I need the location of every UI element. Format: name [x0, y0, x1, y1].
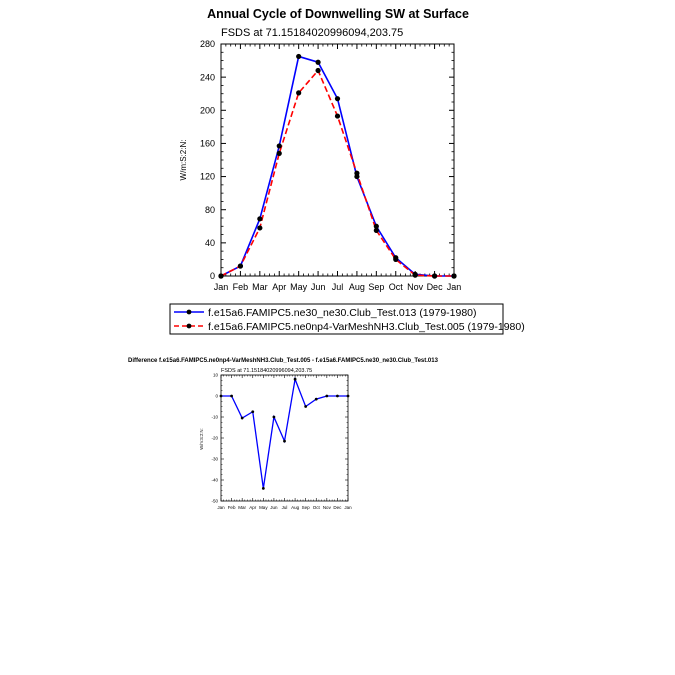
main-series-2-point [218, 273, 224, 279]
main-series-1-point [257, 216, 263, 222]
difference-series-1-point [336, 394, 339, 398]
difference-x-tick-label: Sep [302, 505, 311, 510]
main-series-2-point [431, 273, 438, 279]
main-series-2-point [412, 272, 418, 278]
main-x-tick-label: Apr [272, 282, 286, 292]
difference-x-tick-label: Dec [333, 505, 342, 510]
difference-series-1-point [219, 394, 223, 398]
difference-x-tick-label: Jun [270, 505, 278, 510]
main-series-2-point [296, 90, 302, 96]
main-series-2-point [373, 227, 379, 234]
difference-y-tick-label: -30 [211, 457, 218, 462]
main-chart-title: Annual Cycle of Downwelling SW at Surfac… [207, 7, 469, 21]
main-series-1-point [373, 223, 379, 229]
difference-series-1-point [272, 415, 276, 419]
difference-series-1-point [325, 394, 329, 398]
main-y-tick-label: 200 [200, 105, 215, 115]
legend-marker-series-2 [186, 323, 192, 329]
main-y-tick-label: 0 [210, 271, 215, 281]
difference-y-tick-label: 0 [215, 394, 218, 399]
difference-chart-subtitle: FSDS at 71.15184020996094,203.75 [221, 368, 312, 374]
main-axes: Jan Feb Mar Apr May Jun Jul Aug Sep Oct Nov Dec Jan0… [200, 39, 461, 292]
difference-y-tick-label: -50 [211, 499, 218, 504]
main-series-2-point [257, 225, 263, 231]
main-series-1-point [276, 143, 282, 149]
difference-x-tick-label: Nov [323, 505, 332, 510]
main-chart-subtitle: FSDS at 71.15184020996094,203.75 [221, 27, 403, 39]
difference-series-1-line [221, 376, 348, 489]
main-series-2-point [334, 113, 341, 119]
main-x-tick-label: Jan [447, 282, 462, 292]
main-x-tick-label: Jun [311, 282, 326, 292]
difference-series-1-point [346, 394, 350, 398]
main-y-axis-label: W/m:S:2:N: [179, 140, 188, 181]
annual-cycle-chart: Annual Cycle of Downwelling SW at Surfac… [179, 7, 469, 292]
main-plot-frame [220, 43, 455, 277]
main-y-tick-label: 160 [200, 139, 215, 149]
difference-y-tick-label: 10 [213, 373, 219, 378]
main-series-1-point [334, 96, 341, 102]
main-x-tick-label: May [290, 282, 308, 292]
difference-series-1-point [314, 397, 318, 401]
main-series-2-point [354, 170, 360, 176]
difference-series-1-point [283, 439, 286, 443]
main-x-tick-label: Jan [214, 282, 229, 292]
main-x-tick-label: Sep [368, 282, 384, 292]
main-x-tick-label: Jul [332, 282, 344, 292]
difference-axes: Jan Feb Mar Apr May Jun Jul Aug Sep Oct Nov Dec Jan-… [211, 373, 352, 510]
difference-chart-title: Difference f.e15a6.FAMIPC5.ne0np4-VarMes… [128, 358, 439, 364]
difference-series-1-point [251, 410, 255, 414]
difference-x-tick-label: Jan [344, 505, 352, 510]
main-series-2-point [237, 263, 244, 269]
difference-x-tick-label: Jul [282, 505, 288, 510]
difference-x-tick-label: Apr [249, 505, 257, 510]
main-y-tick-label: 120 [200, 172, 215, 182]
main-x-tick-label: Nov [407, 282, 424, 292]
legend: f.e15a6.FAMIPC5.ne30_ne30.Club_Test.013 … [169, 303, 525, 335]
difference-x-tick-label: Oct [313, 505, 321, 510]
difference-y-tick-label: -40 [211, 478, 218, 483]
main-x-tick-label: Dec [427, 282, 444, 292]
difference-series-layer [219, 376, 350, 490]
difference-series-1-point [293, 377, 297, 381]
main-y-tick-label: 40 [205, 238, 215, 248]
main-y-tick-label: 80 [205, 205, 215, 215]
difference-x-tick-label: Jan [217, 505, 225, 510]
main-series-1-line [220, 55, 454, 277]
difference-y-tick-label: -20 [211, 436, 218, 441]
main-y-tick-label: 280 [200, 39, 215, 49]
difference-chart: Difference f.e15a6.FAMIPC5.ne0np4-VarMes… [128, 358, 439, 510]
difference-series-1-point [240, 416, 244, 420]
difference-y-tick-label: -10 [211, 415, 218, 420]
legend-label-series-2: f.e15a6.FAMIPC5.ne0np4-VarMeshNH3.Club_T… [208, 321, 525, 333]
main-series-2-point [276, 150, 282, 156]
main-x-tick-label: Mar [252, 282, 268, 292]
difference-x-tick-label: Aug [291, 505, 300, 510]
legend-box [169, 303, 504, 335]
difference-series-1-point [230, 394, 233, 398]
main-series-2-point [315, 67, 321, 74]
legend-label-series-1: f.e15a6.FAMIPC5.ne30_ne30.Club_Test.013 … [208, 307, 477, 319]
main-y-tick-label: 240 [200, 72, 215, 82]
difference-series-1-point [261, 487, 265, 490]
legend-marker-series-1 [186, 309, 192, 315]
main-x-tick-label: Feb [233, 282, 249, 292]
difference-x-tick-label: Mar [238, 505, 246, 510]
difference-x-tick-label: Feb [228, 505, 236, 510]
main-x-tick-label: Oct [389, 282, 404, 292]
main-x-tick-label: Aug [349, 282, 365, 292]
difference-x-tick-label: May [259, 505, 268, 510]
difference-series-1-point [304, 405, 308, 408]
main-series-2-point [393, 256, 399, 263]
difference-y-axis-label: W/m:S:2:N: [199, 428, 204, 449]
main-series-2-point [451, 273, 457, 279]
main-series-layer [218, 53, 457, 279]
main-series-1-point [296, 53, 302, 60]
main-series-1-point [315, 59, 321, 65]
